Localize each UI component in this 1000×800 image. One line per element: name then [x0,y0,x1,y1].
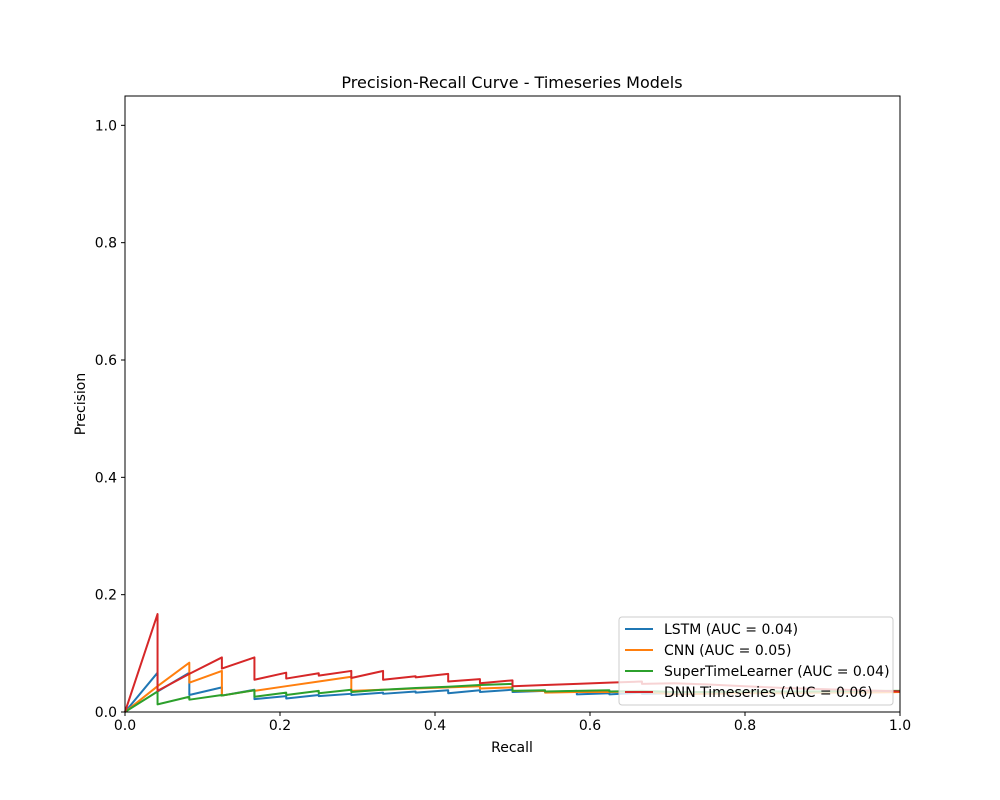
y-axis-label: Precision [73,373,89,435]
chart-title: Precision-Recall Curve - Timeseries Mode… [341,73,682,92]
y-tick-label: 0.2 [95,588,117,604]
plot-area [124,95,901,713]
x-tick-label: 0.0 [114,718,136,734]
x-tick-label: 0.4 [424,718,446,734]
plot-frame [124,95,901,713]
y-axis: 0.0 0.2 0.4 0.6 0.8 1.0 [95,118,125,721]
legend-label: CNN (AUC = 0.05) [664,643,792,659]
y-tick-label: 0.0 [95,705,117,721]
y-tick-label: 0.4 [95,470,117,486]
x-tick-label: 0.6 [579,718,601,734]
x-tick-label: 0.2 [269,718,291,734]
x-tick-label: 1.0 [889,718,911,734]
legend: LSTM (AUC = 0.04) CNN (AUC = 0.05) SuperTi… [618,616,894,706]
y-tick-label: 0.6 [95,353,117,369]
y-tick-label: 0.8 [95,236,117,252]
y-tick-label: 1.0 [95,118,117,134]
x-axis-label: Recall [491,740,533,756]
x-tick-label: 0.8 [734,718,756,734]
legend-label: LSTM (AUC = 0.04) [664,622,798,638]
legend-label: SuperTimeLearner (AUC = 0.04) [664,664,890,680]
legend-box [618,616,894,706]
legend-label: DNN Timeseries (AUC = 0.06) [664,685,873,701]
plot-background [125,96,900,712]
x-axis: 0.0 0.2 0.4 0.6 0.8 1.0 [114,712,911,734]
